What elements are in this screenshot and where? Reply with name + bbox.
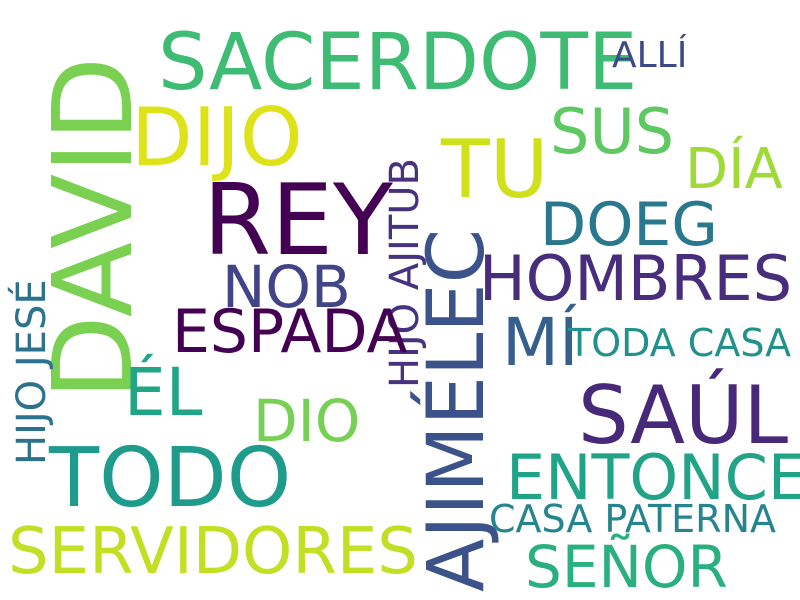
- word-dijo: DIJO: [131, 91, 303, 184]
- word-dia: DÍA: [685, 137, 783, 202]
- word-espada: ESPADA: [172, 297, 408, 367]
- word-senor: SEÑOR: [525, 533, 728, 600]
- word-servidores: SERVIDORES: [8, 515, 418, 589]
- word-sacerdote: SACERDOTE: [158, 18, 638, 108]
- word-casa-paterna: CASA PATERNA: [489, 497, 777, 541]
- word-alli: ALLÍ: [612, 35, 688, 76]
- word-todo: TODO: [49, 431, 292, 526]
- word-hombres: HOMBRES: [479, 242, 793, 315]
- word-hijo-jese: HIJO JESÉ: [9, 279, 55, 465]
- word-mi: MÍ: [502, 304, 579, 381]
- word-entonces: ENTONCES: [506, 441, 800, 514]
- word-doeg: DOEG: [540, 190, 718, 260]
- word-ajimelec: AJIMÉLEC: [412, 228, 502, 592]
- word-rey: REY: [203, 164, 393, 278]
- word-el: ÉL: [124, 354, 203, 431]
- word-sus: SUS: [550, 95, 675, 168]
- word-toda-casa: TODA CASA: [568, 321, 792, 365]
- word-tu: TU: [441, 123, 549, 216]
- word-nob: NOB: [222, 253, 351, 321]
- word-saul: SAÚL: [578, 369, 789, 462]
- word-dio: DIO: [253, 387, 361, 455]
